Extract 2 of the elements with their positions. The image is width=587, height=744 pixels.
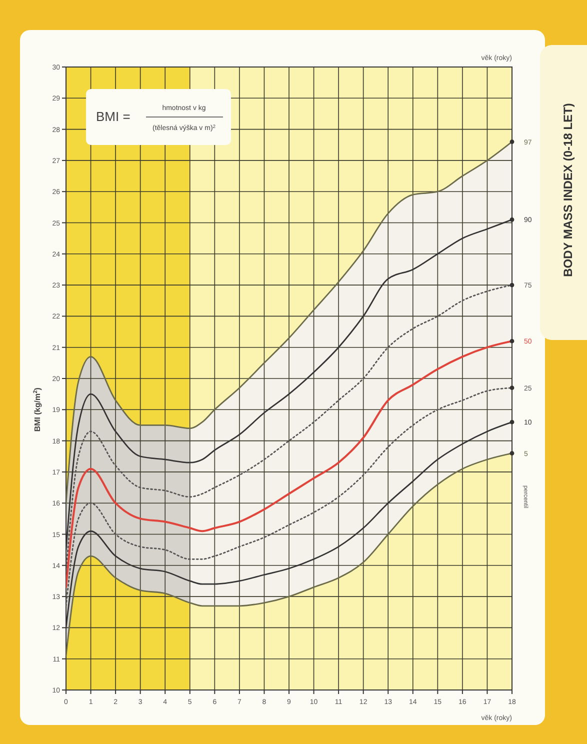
text: BODY MASS INDEX (0-18 LET) bbox=[561, 103, 575, 277]
annotation: BMI = bbox=[96, 109, 130, 124]
